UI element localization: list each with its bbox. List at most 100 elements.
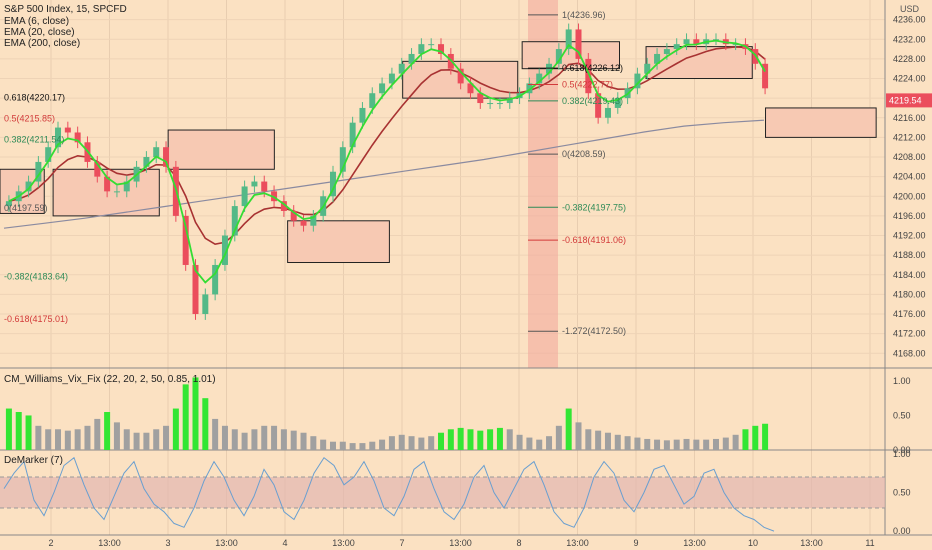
- vix-bar: [752, 425, 759, 450]
- legend-ema200[interactable]: EMA (200, close): [4, 38, 81, 49]
- currency-label: USD: [900, 4, 920, 14]
- vix-bar: [673, 439, 680, 450]
- candle-body: [359, 107, 366, 123]
- candle-body: [654, 53, 661, 64]
- fib-label: 0.618(4226.12): [562, 63, 623, 73]
- candle-body: [663, 49, 670, 54]
- fib-label: 0(4208.59): [562, 149, 606, 159]
- zone-box: [167, 129, 275, 170]
- vix-bar: [123, 429, 130, 450]
- price-tick-label: 4192.00: [893, 231, 926, 241]
- zone-box: [645, 46, 753, 80]
- candle-body: [438, 44, 445, 54]
- vix-bar: [172, 408, 179, 450]
- candle-body: [261, 181, 268, 192]
- x-tick-label: 13:00: [215, 538, 238, 548]
- vix-bar: [202, 398, 209, 450]
- candle-body: [526, 83, 533, 94]
- vix-bar: [487, 429, 494, 450]
- candle-body: [349, 122, 356, 148]
- candle-body: [25, 181, 32, 192]
- vix-bar: [163, 425, 170, 450]
- fib-label: -0.618(4191.06): [562, 235, 626, 245]
- price-tick-label: 4224.00: [893, 74, 926, 84]
- vix-bar: [339, 441, 346, 450]
- candle-body: [113, 191, 120, 193]
- vix-bar: [565, 408, 572, 450]
- candle-body: [251, 181, 258, 187]
- vix-bar: [693, 439, 700, 450]
- vix-bar: [349, 443, 356, 450]
- x-tick-label: 13:00: [800, 538, 823, 548]
- fib-label: 1(4236.96): [562, 10, 606, 20]
- vix-bar: [5, 408, 12, 450]
- demarker-label[interactable]: DeMarker (7): [4, 455, 63, 466]
- fib-label: -1.272(4172.50): [562, 326, 626, 336]
- price-tick-label: 4228.00: [893, 54, 926, 64]
- vix-tick-label: 1.00: [893, 376, 911, 386]
- vix-bar: [624, 436, 631, 450]
- candle-body: [693, 39, 700, 45]
- candle-body: [388, 73, 395, 84]
- candle-body: [212, 264, 219, 295]
- vix-bar: [310, 436, 317, 450]
- candle-body: [408, 53, 415, 64]
- price-tick-label: 4168.00: [893, 348, 926, 358]
- price-tick-label: 4232.00: [893, 34, 926, 44]
- vix-tick-label: 0.00: [893, 445, 911, 455]
- candle-body: [575, 29, 582, 59]
- candle-body: [379, 83, 386, 94]
- vix-bar: [585, 429, 592, 450]
- demarker-band: [0, 477, 885, 508]
- vix-bar: [133, 432, 140, 450]
- legend-ema6[interactable]: EMA (6, close): [4, 16, 70, 27]
- vix-bar: [428, 436, 435, 450]
- candle-body: [418, 44, 425, 54]
- price-tick-label: 4172.00: [893, 329, 926, 339]
- price-tick-label: 4180.00: [893, 289, 926, 299]
- vix-bar: [703, 439, 710, 450]
- candle-body: [45, 147, 52, 162]
- vix-bar: [575, 422, 582, 450]
- x-tick-label: 13:00: [332, 538, 355, 548]
- vix-bar: [55, 429, 62, 450]
- vix-bar: [388, 436, 395, 450]
- candle-body: [74, 132, 81, 143]
- legend-ema20[interactable]: EMA (20, close): [4, 27, 75, 38]
- vix-bar: [290, 430, 297, 450]
- vix-fix-label[interactable]: CM_Williams_Vix_Fix (22, 20, 2, 50, 0.85…: [4, 374, 216, 385]
- vix-bar: [280, 429, 287, 450]
- candle-body: [231, 206, 238, 236]
- demarker-tick-label: 0.00: [893, 526, 911, 536]
- candle-body: [673, 44, 680, 50]
- candle-body: [683, 39, 690, 45]
- price-tick-label: 4188.00: [893, 250, 926, 260]
- candle-body: [64, 127, 71, 133]
- x-tick-label: 8: [516, 538, 521, 548]
- candle-body: [153, 147, 160, 158]
- candle-body: [310, 215, 317, 226]
- vix-bar: [300, 432, 307, 450]
- vix-bar: [722, 437, 729, 450]
- candle-body: [339, 147, 346, 172]
- candle-body: [5, 201, 12, 207]
- vix-bar: [496, 427, 503, 450]
- zone-box: [287, 220, 390, 264]
- price-tick-label: 4200.00: [893, 191, 926, 201]
- candle-body: [555, 49, 562, 64]
- candle-body: [104, 176, 111, 192]
- x-tick-label: 4: [282, 538, 287, 548]
- fib-label: 0.618(4220.17): [4, 92, 65, 102]
- vix-bar: [153, 429, 160, 450]
- candle-body: [565, 29, 572, 50]
- demarker-tick-label: 0.50: [893, 488, 911, 498]
- candle-body: [644, 63, 651, 74]
- price-tick-label: 4212.00: [893, 132, 926, 142]
- candle-body: [457, 68, 464, 84]
- ema6-line: [8, 39, 766, 284]
- vix-bar: [320, 439, 327, 450]
- vix-bar: [742, 429, 749, 450]
- vix-bar: [536, 439, 543, 450]
- x-tick-label: 13:00: [98, 538, 121, 548]
